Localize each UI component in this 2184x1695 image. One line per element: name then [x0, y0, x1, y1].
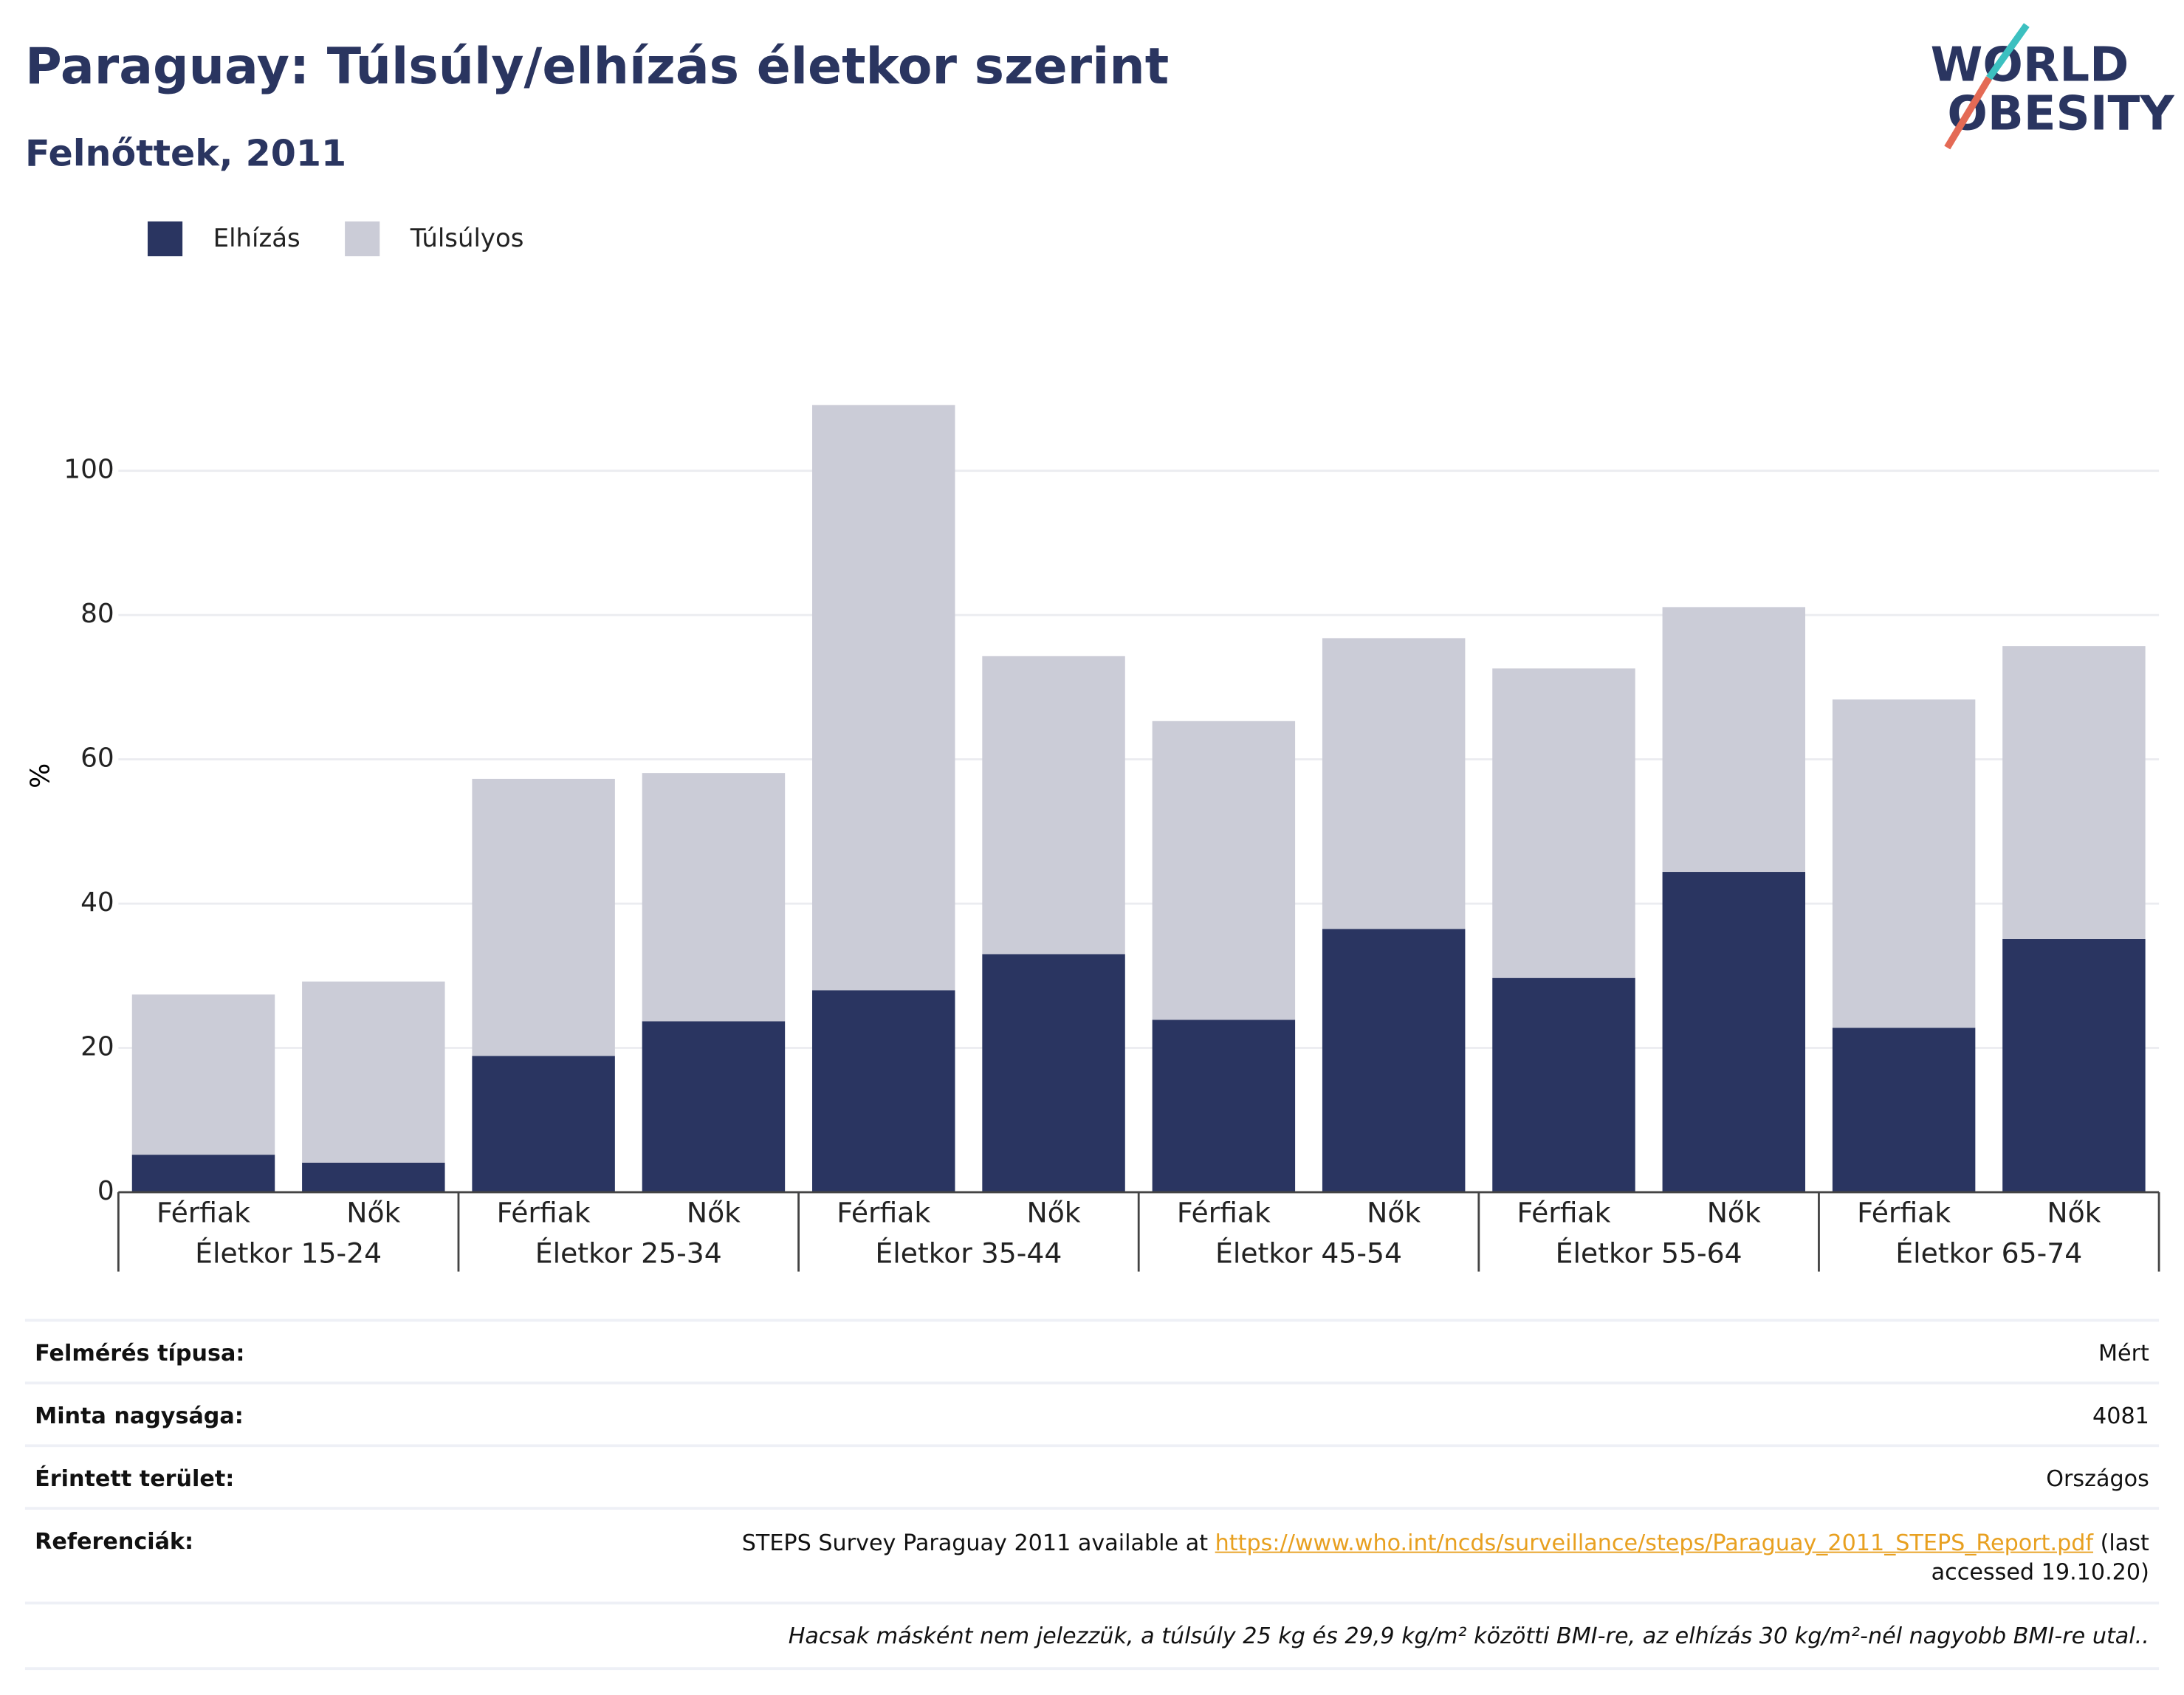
chart: Paraguay: Túlsúly/elhízás életkor szerin… — [25, 23, 2175, 1272]
row-value: Országos — [2046, 1465, 2149, 1492]
table-row: Érintett terület: Országos — [24, 1444, 2160, 1507]
y-tick-label: 40 — [80, 887, 114, 918]
bar-segment — [982, 954, 1125, 1192]
bar-segment — [131, 1155, 275, 1192]
logo-slash — [1944, 76, 1992, 150]
group-label: Életkor 25-34 — [535, 1237, 722, 1269]
bar-segment — [1662, 872, 1806, 1192]
bar-segment — [472, 1056, 615, 1192]
ref-link[interactable]: https://www.who.int/ncds/surveillance/st… — [1215, 1529, 2094, 1556]
row-label: Referenciák: — [35, 1527, 194, 1555]
bar-segment — [1322, 638, 1466, 929]
y-axis-label: % — [26, 763, 56, 788]
x-tick-label: Férfiak — [1177, 1197, 1271, 1229]
y-tick-label: 20 — [80, 1031, 114, 1062]
group-label: Életkor 45-54 — [1215, 1237, 1402, 1269]
group-label: Életkor 15-24 — [195, 1237, 382, 1269]
row-value: Mért — [2098, 1339, 2149, 1366]
row-value: 4081 — [2092, 1402, 2149, 1429]
legend-label: Elhízás — [213, 224, 301, 253]
legend-label: Túlsúlyos — [410, 224, 524, 253]
chart-title: Paraguay: Túlsúly/elhízás életkor szerin… — [25, 38, 1169, 96]
x-tick-label: Férfiak — [1857, 1197, 1951, 1229]
bar-segment — [1832, 699, 1976, 1028]
x-tick-label: Nők — [1707, 1197, 1761, 1229]
x-tick-label: Férfiak — [497, 1197, 591, 1229]
bar-segment — [642, 773, 786, 1022]
bar-segment — [472, 778, 615, 1056]
logo-line: WORLD — [1931, 37, 2129, 92]
bar-segment — [2002, 646, 2146, 939]
y-tick-label: 80 — [80, 599, 114, 629]
ref-suffix: (last accessed 19.10.20) — [1931, 1529, 2149, 1585]
legend-swatch — [147, 221, 183, 257]
bar-segment — [812, 990, 955, 1192]
row-value: STEPS Survey Paraguay 2011 available at … — [645, 1528, 2149, 1586]
bar-segment — [131, 994, 275, 1155]
group-label: Életkor 35-44 — [875, 1237, 1062, 1269]
bar-segment — [982, 656, 1125, 955]
row-label: Érintett terület: — [35, 1465, 235, 1492]
row-label: Minta nagysága: — [35, 1402, 244, 1429]
y-tick-label: 60 — [80, 743, 114, 774]
bar-segment — [1152, 1020, 1296, 1192]
x-tick-label: Nők — [2047, 1197, 2101, 1229]
bar-segment — [302, 1162, 445, 1192]
bar-segment — [2002, 938, 2146, 1192]
bar-segment — [1322, 929, 1466, 1192]
ref-prefix: STEPS Survey Paraguay 2011 available at — [741, 1529, 1209, 1556]
legend-swatch — [345, 221, 380, 257]
y-tick-label: 0 — [97, 1176, 114, 1206]
x-tick-label: Férfiak — [157, 1197, 250, 1229]
bar-segment — [1492, 668, 1635, 978]
x-tick-label: Nők — [346, 1197, 400, 1229]
footnote: Hacsak másként nem jelezzük, a túlsúly 2… — [24, 1601, 2160, 1671]
x-tick-label: Férfiak — [1517, 1197, 1610, 1229]
y-tick-label: 100 — [63, 455, 114, 485]
chart-subtitle: Felnőttek, 2011 — [25, 132, 346, 175]
meta-table: Felmérés típusa: Mért Minta nagysága: 4081 É… — [24, 1318, 2160, 1671]
bar-segment — [1492, 977, 1635, 1192]
row-label: Felmérés típusa: — [35, 1339, 245, 1366]
bar-segment — [1152, 721, 1296, 1020]
group-label: Életkor 55-64 — [1556, 1237, 1742, 1269]
x-tick-label: Férfiak — [837, 1197, 930, 1229]
bar-segment — [1662, 607, 1806, 873]
x-tick-label: Nők — [1026, 1197, 1080, 1229]
table-row: Referenciák: STEPS Survey Paraguay 2011 a… — [24, 1507, 2160, 1601]
bar-segment — [302, 981, 445, 1163]
bar-segment — [812, 405, 955, 991]
bar-segment — [1832, 1028, 1976, 1192]
table-row: Felmérés típusa: Mért — [24, 1318, 2160, 1382]
group-label: Életkor 65-74 — [1895, 1237, 2082, 1269]
x-tick-label: Nők — [687, 1197, 741, 1229]
bar-segment — [642, 1021, 786, 1192]
logo-slash — [1986, 23, 2030, 80]
table-row: Minta nagysága: 4081 — [24, 1381, 2160, 1445]
x-tick-label: Nők — [1367, 1197, 1421, 1229]
logo-line: OBESITY — [1947, 86, 2175, 141]
